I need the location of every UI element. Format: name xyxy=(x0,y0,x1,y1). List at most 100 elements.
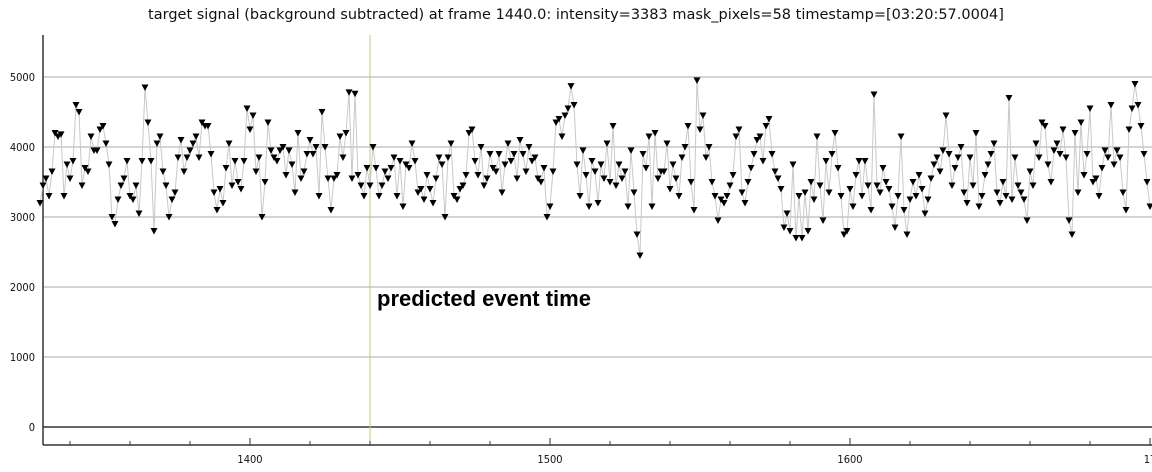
data-point xyxy=(756,133,764,140)
series-segment xyxy=(588,160,593,207)
series-segment xyxy=(861,160,866,197)
data-point xyxy=(207,151,215,158)
series-segment xyxy=(348,92,353,179)
series-segment xyxy=(975,132,980,207)
data-point xyxy=(84,168,92,175)
series-segment xyxy=(435,157,440,179)
data-point xyxy=(471,158,479,165)
data-point xyxy=(333,172,341,179)
series-segment xyxy=(708,146,713,183)
data-point xyxy=(1113,147,1121,154)
data-point xyxy=(927,175,935,182)
series-segment xyxy=(375,167,380,197)
series-segment xyxy=(114,199,119,225)
series-segment xyxy=(486,153,491,179)
data-point xyxy=(474,172,482,179)
series-segment xyxy=(822,160,827,221)
data-point xyxy=(828,151,836,158)
data-point xyxy=(822,158,830,165)
data-point xyxy=(1137,123,1145,130)
data-point xyxy=(975,203,983,210)
data-point xyxy=(852,172,860,179)
series-segment xyxy=(615,164,620,186)
data-point xyxy=(924,196,932,203)
data-point xyxy=(612,182,620,189)
series-segment xyxy=(627,150,632,207)
series-segment xyxy=(1131,83,1136,109)
series-segment xyxy=(297,132,302,179)
series-segment xyxy=(780,188,785,228)
data-point xyxy=(339,154,347,161)
series-segment xyxy=(864,160,869,186)
series-segment xyxy=(717,199,722,221)
series-segment xyxy=(135,185,140,214)
series-segment xyxy=(603,143,608,179)
data-point xyxy=(876,189,884,196)
data-point xyxy=(867,207,875,214)
series-segment xyxy=(630,150,635,193)
series-segment xyxy=(639,153,644,256)
data-point xyxy=(933,154,941,161)
data-point xyxy=(708,179,716,186)
data-point xyxy=(951,165,959,172)
data-point xyxy=(810,196,818,203)
series-segment xyxy=(636,234,641,256)
data-point xyxy=(1059,126,1067,133)
data-point xyxy=(519,151,527,158)
data-point xyxy=(93,147,101,154)
series-segment xyxy=(108,164,113,218)
data-point xyxy=(741,200,749,207)
series-segment xyxy=(258,157,263,218)
series-segment xyxy=(480,146,485,186)
data-point xyxy=(963,200,971,207)
data-point xyxy=(189,140,197,147)
series-segment xyxy=(696,80,701,130)
series-segment xyxy=(147,122,152,162)
data-point xyxy=(999,179,1007,186)
series-segment xyxy=(513,153,518,179)
data-point xyxy=(678,154,686,161)
series-segment xyxy=(825,160,830,193)
data-point xyxy=(195,154,203,161)
data-point xyxy=(1047,179,1055,186)
data-point xyxy=(57,131,65,138)
series-segment xyxy=(291,164,296,193)
data-point xyxy=(159,168,167,175)
series-segment xyxy=(846,188,851,232)
series-segment xyxy=(318,111,323,197)
series-segment xyxy=(969,157,974,186)
data-point xyxy=(396,158,404,165)
series-segment xyxy=(498,153,503,193)
series-segment xyxy=(1089,108,1094,183)
data-point xyxy=(321,144,329,151)
data-point xyxy=(807,179,815,186)
data-point xyxy=(729,172,737,179)
data-point xyxy=(309,151,317,158)
series-segment xyxy=(648,136,653,207)
data-point xyxy=(1086,105,1094,112)
data-point xyxy=(375,193,383,200)
series-segment xyxy=(126,160,131,197)
series-segment xyxy=(216,188,221,211)
data-point xyxy=(69,158,77,165)
data-point xyxy=(441,214,449,221)
series-segment xyxy=(831,132,836,155)
data-point xyxy=(732,133,740,140)
series-segment xyxy=(315,146,320,197)
data-point xyxy=(138,158,146,165)
series-segment xyxy=(702,115,707,158)
data-point xyxy=(174,154,182,161)
series-segment xyxy=(1137,104,1142,127)
data-point xyxy=(813,133,821,140)
data-point xyxy=(414,189,422,196)
data-point xyxy=(936,168,944,175)
series-segment xyxy=(768,118,773,155)
data-point xyxy=(765,116,773,123)
data-point xyxy=(570,102,578,109)
data-point xyxy=(1143,179,1151,186)
data-point xyxy=(1050,147,1058,154)
series-segment xyxy=(834,132,839,169)
data-point xyxy=(1083,151,1091,158)
data-point xyxy=(108,214,116,221)
data-point xyxy=(1032,140,1040,147)
